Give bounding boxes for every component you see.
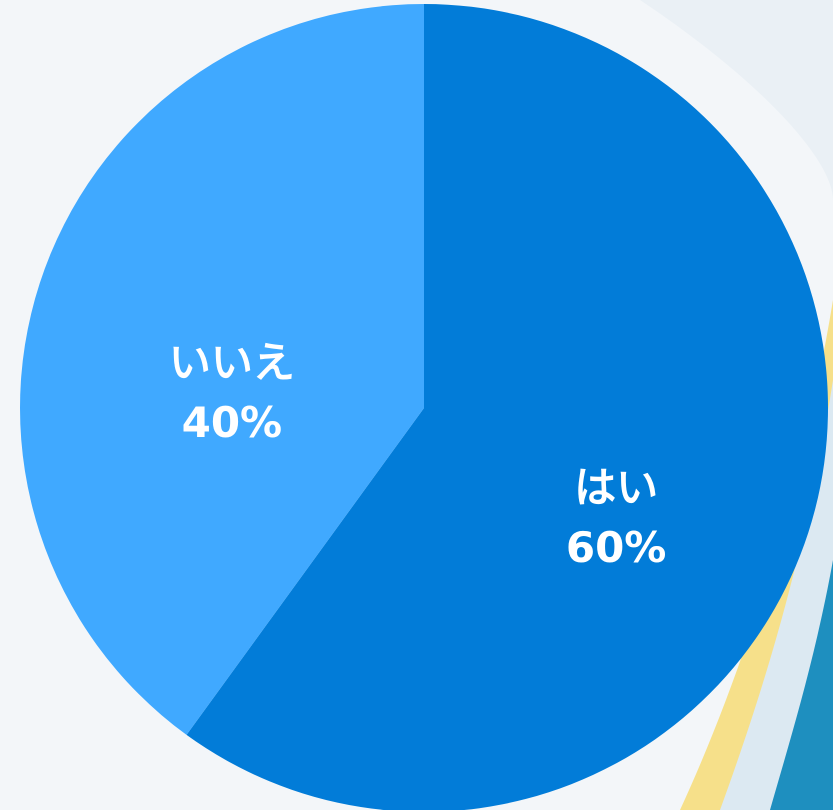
slice-value-label: 60% [566, 523, 667, 572]
chart: はい 60% いいえ 40% [0, 0, 833, 810]
slice-value-label: 40% [182, 398, 283, 447]
pie: はい 60% いいえ 40% [20, 4, 828, 810]
slice-label: いいえ [169, 338, 295, 387]
slice-label: はい [574, 463, 658, 512]
page: はい60%いいえ40% (() => { const data = JSON.p… [0, 0, 833, 810]
